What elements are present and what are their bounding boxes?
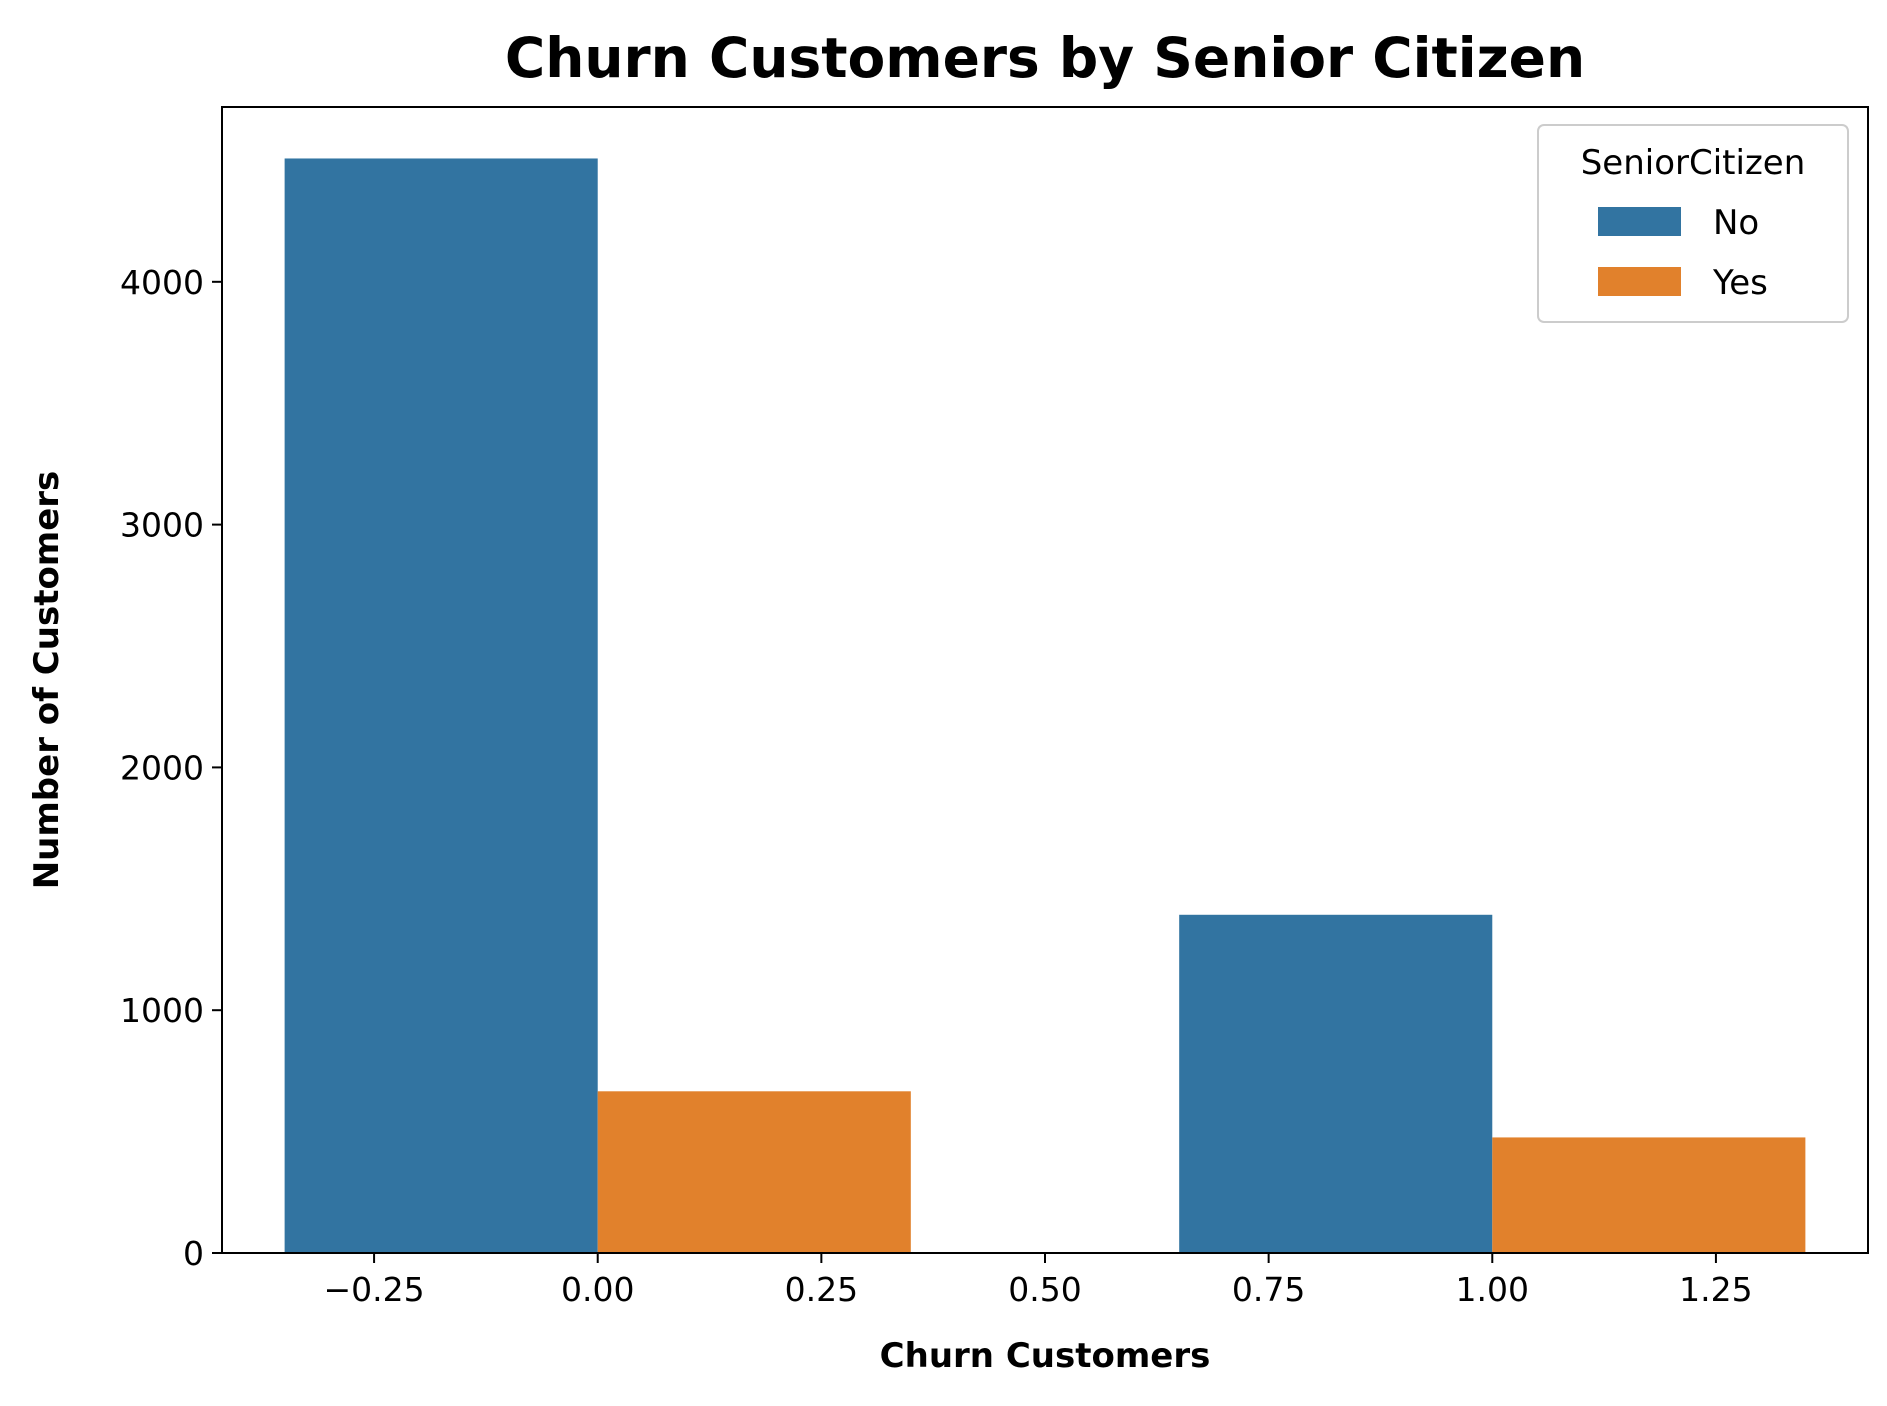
chart-title: Churn Customers by Senior Citizen [505, 26, 1585, 90]
y-tick-label: 0 [183, 1234, 204, 1273]
legend: SeniorCitizen No Yes [1537, 124, 1849, 323]
legend-label-yes: Yes [1712, 263, 1768, 303]
bar-no-0 [284, 158, 598, 1253]
x-tick-label: 0.50 [1008, 1270, 1081, 1309]
legend-title: SeniorCitizen [1581, 143, 1806, 183]
axes-frame [221, 106, 1869, 1254]
y-tick-label: 2000 [120, 748, 204, 787]
y-tick-label: 1000 [120, 991, 204, 1030]
legend-swatch-yes [1598, 267, 1681, 296]
bar-no-1 [1179, 914, 1493, 1253]
legend-items: No Yes [1598, 203, 1768, 303]
x-tick-label: −0.25 [324, 1270, 425, 1309]
x-tick-label: 1.25 [1679, 1270, 1752, 1309]
x-tick-label: 0.00 [561, 1270, 634, 1309]
y-tick-label: 3000 [120, 506, 204, 545]
legend-label-no: No [1713, 203, 1759, 243]
x-tick-label: 1.00 [1456, 1270, 1529, 1309]
bar-yes-0 [597, 1091, 911, 1253]
y-tick-label: 4000 [120, 263, 204, 302]
y-axis-label: Number of Customers [27, 471, 67, 890]
x-tick-label: 0.25 [785, 1270, 858, 1309]
bar-yes-1 [1492, 1137, 1806, 1253]
x-tick-label: 0.75 [1232, 1270, 1305, 1309]
x-axis-label: Churn Customers [880, 1336, 1211, 1376]
plot-area [284, 158, 1806, 1253]
y-axis: 0 1000 2000 3000 4000 [120, 263, 222, 1273]
x-axis: −0.25 0.00 0.25 0.50 0.75 1.00 1.25 [324, 1253, 1753, 1309]
legend-swatch-no [1598, 207, 1681, 236]
